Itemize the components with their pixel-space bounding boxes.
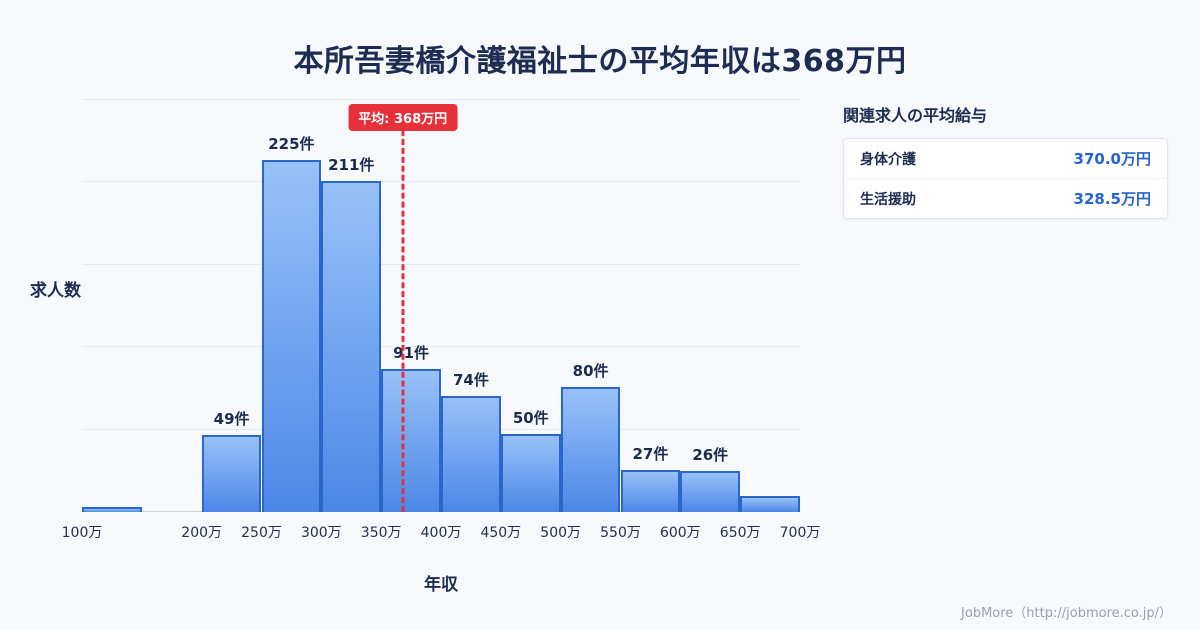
bar-value-label: 49件 [213, 410, 250, 429]
bar-value-label: 26件 [692, 446, 729, 465]
bar-value-label: 80件 [572, 361, 609, 380]
x-axis-ticks: 100万 200万 250万 300万 350万 400万 450万 500万 550万 600万… [62, 522, 821, 544]
bar-value-label: 27件 [632, 444, 669, 463]
x-tick-label: 450万 [480, 525, 522, 541]
salary-row: 身体介護 370.0万円 [844, 139, 1167, 178]
histogram-bar [381, 369, 441, 512]
mean-line [401, 130, 405, 512]
histogram-bar [201, 435, 262, 512]
job-salary-value: 328.5万円 [1073, 190, 1151, 208]
x-tick-label: 600万 [659, 525, 701, 541]
bar-value-label: 225件 [268, 134, 315, 153]
x-axis-label: 年収 [424, 575, 458, 595]
x-tick-label: 350万 [360, 525, 402, 541]
bar-value-label: 211件 [328, 156, 375, 175]
salary-row: 生活援助 328.5万円 [844, 178, 1167, 218]
x-tick-label: 700万 [779, 525, 821, 541]
histogram-bar [680, 471, 741, 512]
y-axis-label: 求人数 [30, 281, 81, 301]
job-salary-value: 370.0万円 [1073, 150, 1151, 168]
x-tick-label: 650万 [719, 525, 761, 541]
x-tick-label: 250万 [241, 525, 282, 541]
histogram-bar [740, 496, 800, 512]
gridline [82, 346, 800, 348]
histogram-bar [82, 507, 142, 512]
x-tick-label: 500万 [540, 525, 582, 541]
histogram-bar [261, 159, 322, 512]
histogram-bar [500, 433, 561, 512]
x-tick-label: 550万 [600, 525, 641, 541]
histogram-bar [620, 469, 681, 512]
x-tick-label: 200万 [181, 525, 223, 541]
salary-histogram-plot: 49件 225件 211件 91件 74件 50件 80件 27件 26件 平均: 368万円 [82, 99, 800, 512]
job-type-label: 生活援助 [860, 191, 916, 208]
gridline [82, 181, 800, 183]
histogram-bar [321, 181, 382, 512]
x-tick-label: 100万 [61, 525, 103, 541]
x-tick-label: 400万 [420, 525, 462, 541]
bar-value-label: 74件 [452, 371, 489, 390]
bar-value-label: 50件 [512, 408, 549, 427]
histogram-bar [441, 396, 501, 512]
x-tick-label: 300万 [300, 525, 342, 541]
histogram-bar [560, 386, 621, 512]
footer-credit: JobMore（http://jobmore.co.jp/） [961, 606, 1172, 621]
bar-value-label: 91件 [393, 344, 430, 363]
page-title: 本所吾妻橋介護福祉士の平均年収は368万円 [293, 44, 907, 79]
job-type-label: 身体介護 [860, 151, 916, 168]
related-jobs-heading: 関連求人の平均給与 [843, 106, 988, 125]
mean-badge: 平均: 368万円 [348, 104, 458, 131]
gridline [82, 99, 800, 100]
gridline [82, 263, 800, 265]
related-jobs-card: 身体介護 370.0万円 生活援助 328.5万円 [843, 138, 1168, 219]
